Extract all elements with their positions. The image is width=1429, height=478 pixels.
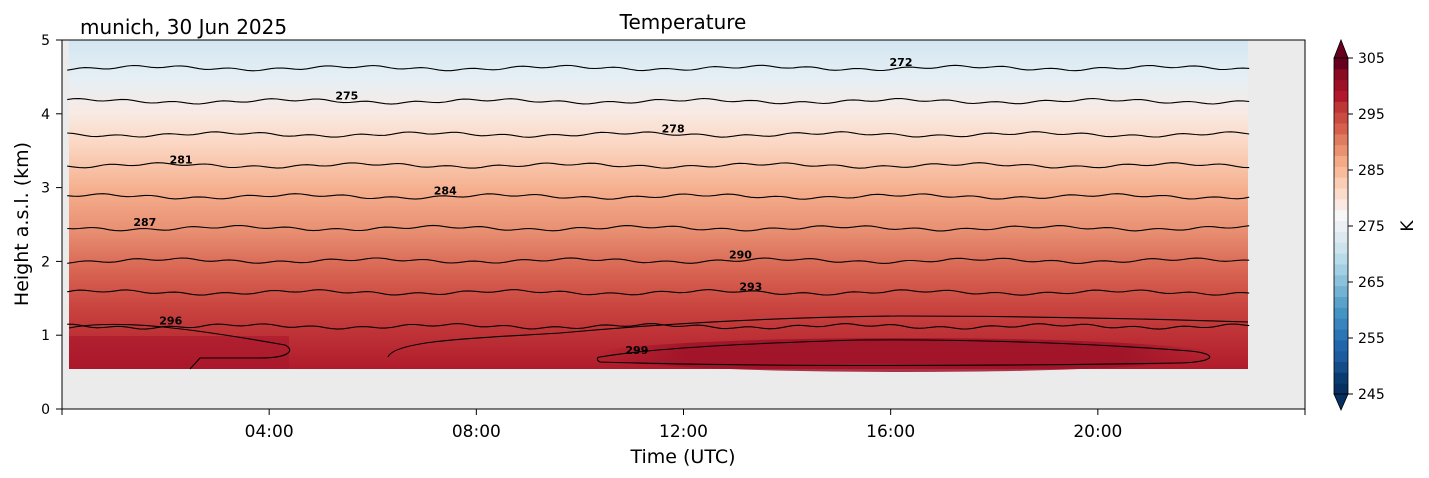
contour-line (67, 323, 1250, 330)
colorbar-segment (1334, 123, 1348, 135)
contour-line (67, 131, 1250, 138)
x-tick-label: 12:00 (659, 422, 708, 442)
y-axis-label: Height a.s.l. (km) (11, 142, 33, 306)
colorbar-segment (1334, 101, 1348, 113)
colorbar-segment (1334, 90, 1348, 102)
colorbar-segment (1334, 328, 1348, 341)
y-axis: 0 1 2 3 4 5 (41, 33, 62, 418)
temperature-gradient (69, 40, 1248, 369)
y-tick-label: 0 (41, 402, 50, 418)
colorbar-segment (1334, 253, 1348, 265)
x-axis: 04:00 08:00 12:00 16:00 20:00 (61, 409, 1306, 442)
y-tick-label: 3 (41, 181, 50, 197)
contour-label: 296 (159, 314, 182, 327)
contour-line (596, 339, 1211, 367)
x-axis-label: Time (UTC) (629, 446, 735, 468)
colorbar-tick-label: 295 (1358, 107, 1385, 123)
contour-label: 299 (625, 344, 648, 357)
colorbar-segment (1334, 133, 1348, 146)
colorbar-segment (1334, 112, 1348, 124)
contour-label: 284 (434, 184, 457, 197)
contour-label: 281 (170, 153, 193, 166)
contour-line (67, 224, 1250, 232)
colorbar-segment (1334, 188, 1348, 200)
contour-line (67, 257, 1250, 264)
colorbar-segment (1334, 339, 1348, 352)
colorbar-min-arrow (1333, 393, 1349, 411)
temperature-field: 272 275 278 281 284 287 290 293 296 299 (67, 40, 1250, 372)
contour-line (67, 97, 1250, 105)
colorbar-max-arrow (1333, 38, 1349, 59)
colorbar-segment (1334, 198, 1348, 211)
x-tick-label: 04:00 (245, 422, 294, 442)
colorbar-segment (1334, 318, 1348, 330)
colorbar-segment (1334, 155, 1348, 167)
warm-left-region (69, 336, 289, 369)
colorbar-segment (1334, 274, 1348, 287)
colorbar-segment (1334, 307, 1348, 319)
colorbar-tick-label: 265 (1358, 275, 1385, 291)
colorbar-segment (1334, 166, 1348, 178)
x-tick-label: 20:00 (1073, 422, 1122, 442)
contour-label: 278 (662, 122, 685, 135)
contour-line (67, 193, 1250, 200)
colorbar-segment (1334, 372, 1348, 384)
chart-subtitle: munich, 30 Jun 2025 (80, 15, 287, 39)
y-tick-label: 1 (41, 328, 50, 344)
colorbar-segment (1334, 242, 1348, 254)
colorbar-segment (1334, 285, 1348, 297)
colorbar-tick-label: 255 (1358, 331, 1385, 347)
contour-label: 293 (739, 280, 762, 293)
colorbar-segment (1334, 296, 1348, 308)
y-tick-label: 4 (41, 107, 50, 123)
contour-line (68, 323, 291, 370)
hot-core-region (595, 338, 1215, 372)
x-tick-label: 16:00 (866, 422, 915, 442)
chart-title: Temperature (619, 10, 747, 34)
colorbar-segment (1334, 177, 1348, 189)
colorbar-segment (1334, 79, 1348, 92)
contour-label: 290 (729, 249, 752, 262)
contour-line (387, 315, 1249, 358)
colorbar-segment (1334, 58, 1348, 70)
contour-line (67, 289, 1250, 296)
contour-labels: 272 275 278 281 284 287 290 293 296 299 (133, 56, 913, 357)
colorbar-segment (1334, 209, 1348, 222)
colorbar-tick-label: 245 (1358, 387, 1385, 403)
y-tick-label: 5 (41, 33, 50, 49)
x-tick-label: 08:00 (452, 422, 501, 442)
y-tick-label: 2 (41, 254, 50, 270)
colorbar-tick-label: 285 (1358, 163, 1385, 179)
colorbar-segment (1334, 220, 1348, 232)
contour-line (67, 64, 1250, 72)
colorbar-segment (1334, 383, 1348, 395)
colorbar-segment (1334, 144, 1348, 157)
colorbar-segment (1334, 263, 1348, 276)
colorbar-label: K (1398, 220, 1418, 232)
contour-lines (67, 64, 1250, 370)
colorbar-segment (1334, 361, 1348, 373)
colorbar-segment (1334, 231, 1348, 243)
colorbar-segment (1334, 350, 1348, 362)
contour-label: 287 (133, 216, 156, 229)
contour-label: 275 (335, 89, 358, 102)
colorbar-segment (1334, 68, 1348, 81)
colorbar-tick-label: 305 (1358, 51, 1385, 67)
colorbar-tick-label: 275 (1358, 219, 1385, 235)
colorbar: 245 255 265 275 285 295 305 (1333, 38, 1385, 411)
contour-label: 272 (890, 56, 913, 69)
contour-line (67, 162, 1250, 169)
